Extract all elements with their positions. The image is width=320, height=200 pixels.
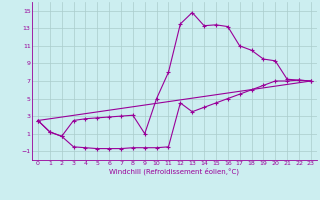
X-axis label: Windchill (Refroidissement éolien,°C): Windchill (Refroidissement éolien,°C) bbox=[109, 168, 239, 175]
